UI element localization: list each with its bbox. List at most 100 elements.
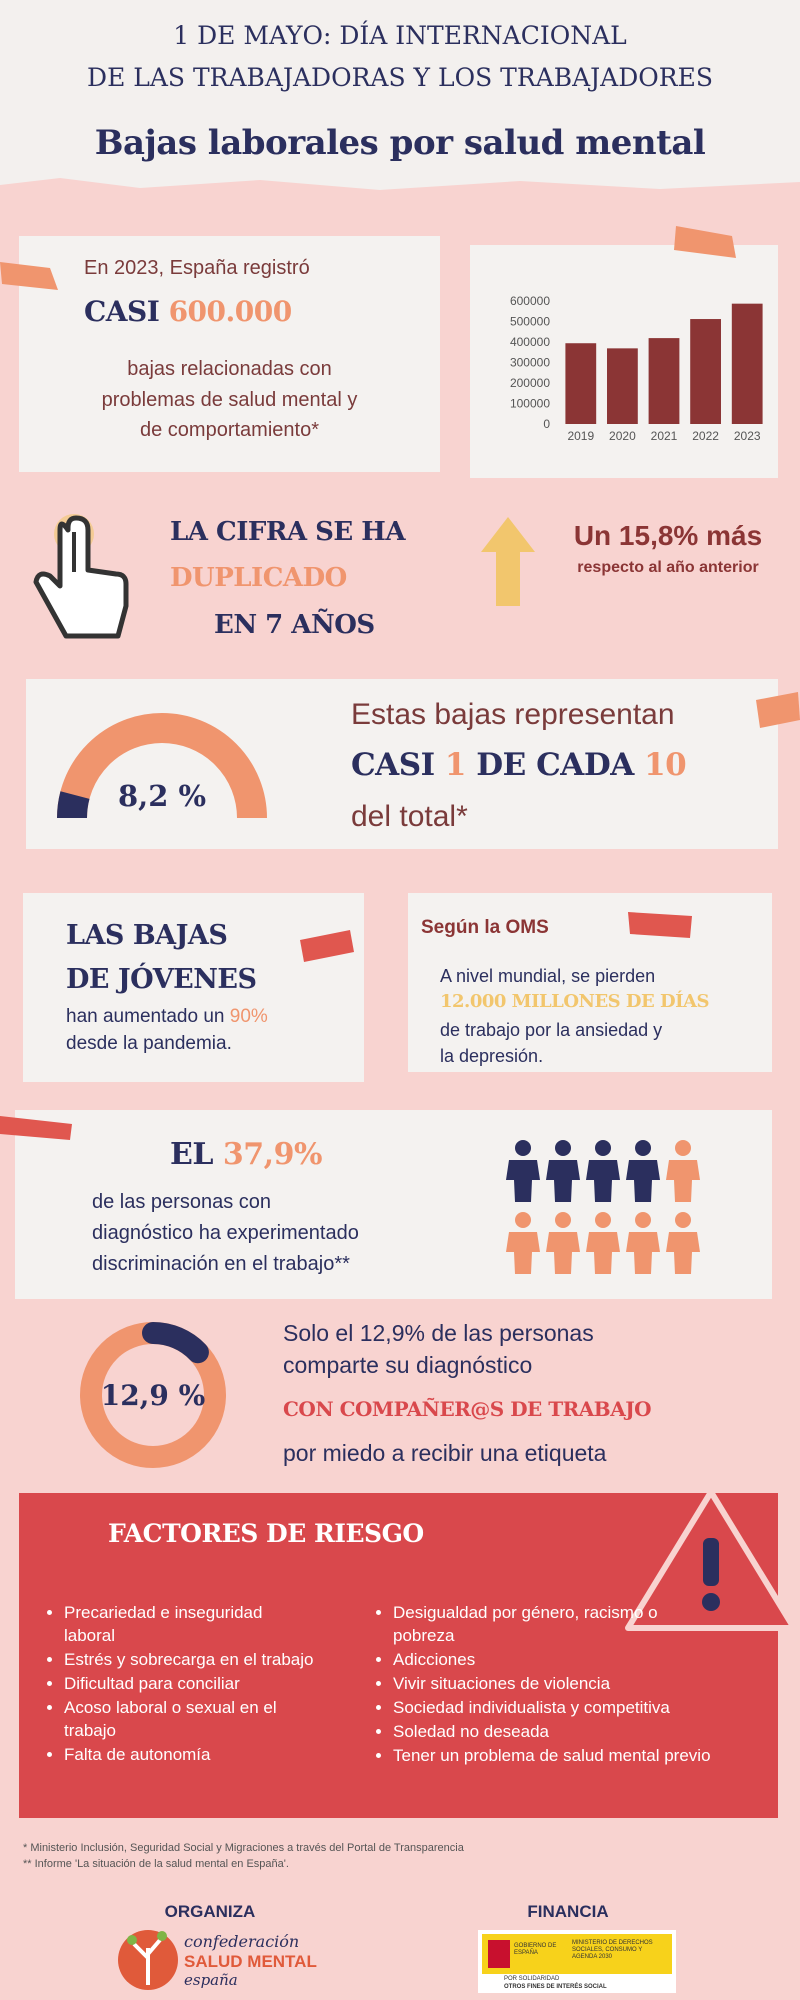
person-body — [666, 1232, 700, 1274]
x-tick-label: 2019 — [567, 429, 594, 443]
y-tick-label: 300000 — [510, 356, 550, 370]
org-logo-text: españa — [184, 1971, 238, 1989]
duplicado-line: DUPLICADO — [170, 563, 347, 593]
up-arrow — [481, 517, 535, 606]
risk-title: FACTORES DE RIESGO — [108, 1519, 424, 1548]
jovenes-line: han aumentado un 90% — [66, 1006, 268, 1028]
risk-item: Adicciones — [393, 1648, 723, 1671]
x-tick-label: 2023 — [734, 429, 761, 443]
person-body — [506, 1160, 540, 1202]
risk-item: Desigualdad por género, racismo o pobrez… — [393, 1601, 723, 1647]
risk-list: Desigualdad por género, racismo o pobrez… — [375, 1601, 723, 1768]
share-part: 1 — [444, 747, 467, 783]
hand-icon — [33, 514, 129, 639]
share-highlight: CASI 1 DE CADA 10 — [351, 747, 687, 784]
footnote: * Ministerio Inclusión, Seguridad Social… — [23, 1842, 464, 1854]
y-tick-label: 600000 — [510, 294, 550, 308]
gauge-value — [57, 791, 90, 819]
disc-highlight: EL 37,9% — [170, 1137, 323, 1173]
jovenes-line: desde la pandemia. — [66, 1033, 232, 1054]
box — [23, 893, 364, 1082]
person-body — [586, 1160, 620, 1202]
person-body — [506, 1232, 540, 1274]
person-head — [595, 1212, 611, 1228]
bar — [565, 343, 597, 424]
paper-piece — [0, 1116, 72, 1140]
header-line: 1 DE MAYO: DÍA INTERNACIONAL — [173, 21, 627, 50]
y-tick-label: 0 — [543, 417, 550, 431]
registro-desc: de comportamiento* — [140, 419, 319, 441]
y-tick-label: 100000 — [510, 397, 550, 411]
person-icon — [506, 1212, 540, 1274]
share-intro: Estas bajas representan — [351, 698, 675, 731]
disc-line: diagnóstico ha experimentado — [92, 1222, 359, 1244]
header-line: DE LAS TRABAJADORAS Y LOS TRABAJADORES — [87, 63, 713, 92]
disc-prefix: EL — [170, 1137, 213, 1172]
jovenes-line: DE JÓVENES — [66, 964, 257, 995]
bar — [607, 348, 638, 424]
box — [26, 679, 778, 849]
share-part: DE CADA — [476, 747, 634, 783]
bar — [690, 319, 721, 424]
y-tick-label: 500000 — [510, 315, 550, 329]
person-icon — [626, 1212, 660, 1274]
oms-title: Según la OMS — [421, 917, 549, 938]
comparte-line: comparte su diagnóstico — [283, 1352, 533, 1378]
registro-desc: problemas de salud mental y — [101, 389, 358, 411]
paper-piece — [300, 930, 354, 962]
paper-piece — [674, 226, 736, 258]
organiza-label: ORGANIZA — [164, 1902, 256, 1921]
comparte-line: Solo el 12,9% de las personas — [283, 1320, 594, 1346]
person-icon — [666, 1212, 700, 1274]
aumento-headline: Un 15,8% más — [573, 520, 763, 551]
disc-value: 37,9% — [222, 1137, 323, 1172]
y-tick-label: 400000 — [510, 335, 550, 349]
duplicado-line: LA CIFRA SE HA — [170, 517, 406, 547]
risk-list: Precariedad e inseguridad laboral Estrés… — [46, 1601, 314, 1767]
highlight-value: 600.000 — [168, 295, 293, 328]
person-icon — [546, 1140, 580, 1202]
jovenes-text: han aumentado un — [66, 1006, 225, 1027]
risk-item: Precariedad e inseguridad laboral — [64, 1601, 314, 1647]
donut-value — [142, 1322, 209, 1364]
bar — [648, 338, 680, 424]
registro-desc: bajas relacionadas con — [127, 358, 332, 380]
gov-logo — [478, 1930, 676, 1993]
header-background — [0, 0, 800, 190]
person-head — [675, 1140, 691, 1156]
x-tick-label: 2020 — [609, 429, 636, 443]
person-head — [595, 1140, 611, 1156]
box — [19, 236, 440, 472]
gov-logo-text: MINISTERIO DE DERECHOS SOCIALES, CONSUMO… — [572, 1940, 653, 1960]
org-logo-mark — [118, 1930, 178, 1990]
financia-label: FINANCIA — [527, 1902, 609, 1921]
person-body — [626, 1232, 660, 1274]
person-icon — [666, 1140, 700, 1202]
risk-item: Vivir situaciones de violencia — [393, 1672, 723, 1695]
gauge-label: 8,2 % — [118, 779, 206, 813]
risk-box — [19, 1493, 778, 1818]
jovenes-line: LAS BAJAS — [66, 920, 228, 951]
oms-line: A nivel mundial, se pierden — [440, 966, 656, 986]
donut-label: 12,9 % — [101, 1379, 206, 1412]
person-body — [546, 1232, 580, 1274]
person-head — [515, 1140, 531, 1156]
risk-item: Soledad no deseada — [393, 1720, 723, 1743]
person-head — [555, 1212, 571, 1228]
risk-item: Estrés y sobrecarga en el trabajo — [64, 1648, 314, 1671]
person-head — [635, 1140, 651, 1156]
risk-item: Dificultad para conciliar — [64, 1672, 314, 1695]
person-icon — [586, 1140, 620, 1202]
box — [408, 893, 772, 1072]
org-logo-text: confederación — [184, 1932, 300, 1951]
y-tick-label: 200000 — [510, 376, 550, 390]
bar — [731, 303, 763, 424]
disc-line: de las personas con — [92, 1191, 272, 1213]
person-head — [555, 1140, 571, 1156]
oms-highlight: 12.000 MILLONES DE DÍAS — [440, 991, 710, 1012]
duplicado-line: EN 7 AÑOS — [214, 610, 375, 640]
torn-edge — [0, 178, 800, 196]
aumento-subline: respecto al año anterior — [577, 559, 759, 576]
footnote: ** Informe 'La situación de la salud men… — [23, 1858, 289, 1870]
